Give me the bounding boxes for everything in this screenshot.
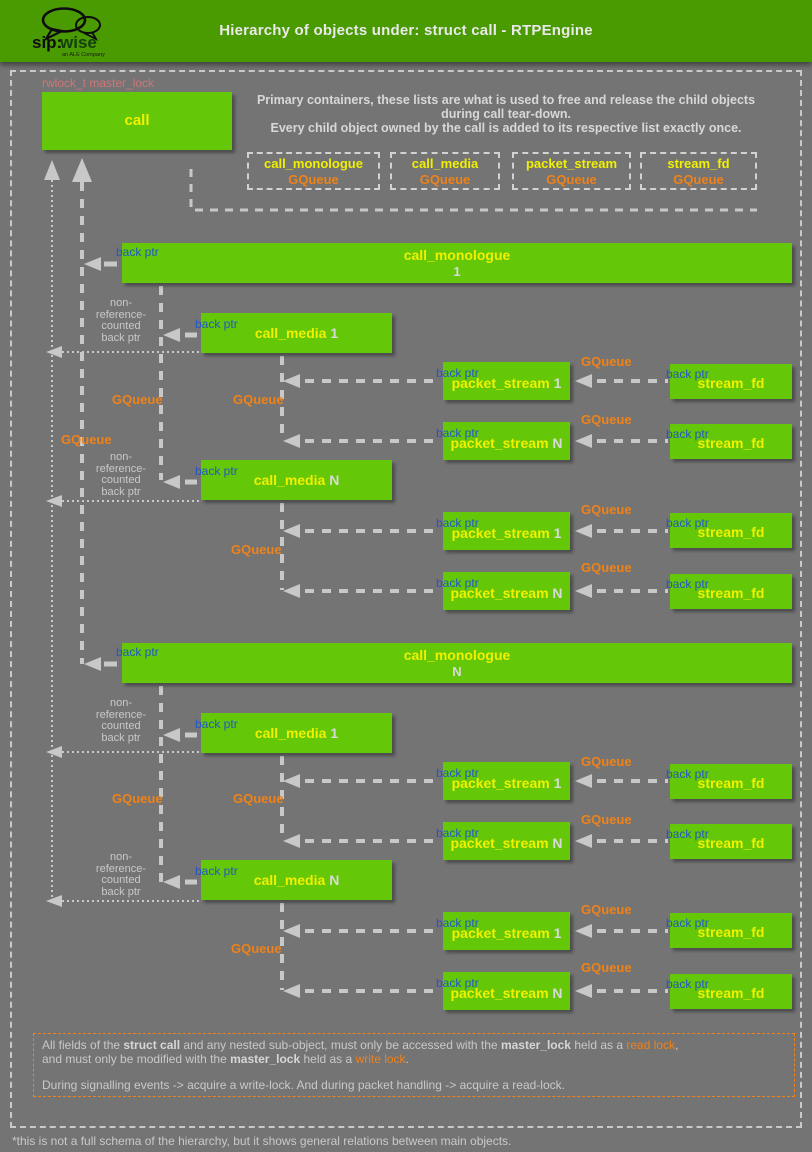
lock-note-box: All fields of the struct call and any ne… xyxy=(33,1033,795,1097)
svg-text:sip:: sip: xyxy=(32,33,62,52)
back-ptr-label: back ptr xyxy=(666,916,709,930)
packet-stream-1-box: packet_stream 1 xyxy=(443,762,570,800)
master-lock-label: rwlock_t master_lock xyxy=(42,76,155,90)
gqueue-label: GQueue xyxy=(581,902,632,917)
back-ptr-label: back ptr xyxy=(436,516,479,530)
diagram-frame xyxy=(10,70,802,1128)
call-box: call xyxy=(42,92,232,150)
gqueue-label: GQueue xyxy=(231,542,282,557)
back-ptr-label: back ptr xyxy=(195,864,238,878)
call-media-1-box: call_media 1 xyxy=(201,713,392,753)
packet-stream-1-box: packet_stream 1 xyxy=(443,912,570,950)
back-ptr-label: back ptr xyxy=(436,826,479,840)
stream-fd-box: stream_fd xyxy=(670,364,792,399)
read-lock-link: read lock xyxy=(626,1038,676,1052)
non-ref-back-ptr-label: non- reference- counted back ptr xyxy=(95,851,147,898)
gqueue-label: GQueue xyxy=(581,812,632,827)
gqueue-label: GQueue xyxy=(581,960,632,975)
back-ptr-label: back ptr xyxy=(666,767,709,781)
stream-fd-box: stream_fd xyxy=(670,513,792,548)
back-ptr-label: back ptr xyxy=(666,577,709,591)
queue-container-call-media: call_media GQueue xyxy=(390,152,500,190)
back-ptr-label: back ptr xyxy=(116,645,159,659)
logo-wise-text: wise xyxy=(59,33,97,52)
sipwise-logo: sip: wise an ALE Company xyxy=(22,6,114,63)
packet-stream-1-box: packet_stream 1 xyxy=(443,362,570,400)
speech-bubbles-icon: sip: wise an ALE Company xyxy=(32,7,105,58)
stream-fd-box: stream_fd xyxy=(670,824,792,859)
gqueue-label: GQueue xyxy=(581,354,632,369)
gqueue-label: GQueue xyxy=(581,502,632,517)
stream-fd-box: stream_fd xyxy=(670,974,792,1009)
header-bar: sip: wise an ALE Company Hierarchy of ob… xyxy=(0,0,812,62)
back-ptr-label: back ptr xyxy=(195,317,238,331)
queue-container-call-monologue: call_monologue GQueue xyxy=(247,152,380,190)
back-ptr-label: back ptr xyxy=(436,976,479,990)
write-lock-link: write lock xyxy=(355,1051,406,1066)
back-ptr-label: back ptr xyxy=(436,366,479,380)
packet-stream-1-box: packet_stream 1 xyxy=(443,512,570,550)
gqueue-label: GQueue xyxy=(233,791,284,806)
packet-stream-n-box: packet_stream N xyxy=(443,972,570,1010)
queue-container-stream-fd: stream_fd GQueue xyxy=(640,152,757,190)
gqueue-label: GQueue xyxy=(581,754,632,769)
logo-tagline-text: an ALE Company xyxy=(62,52,105,58)
packet-stream-n-box: packet_stream N xyxy=(443,822,570,860)
svg-text:wise: wise xyxy=(59,33,97,52)
back-ptr-label: back ptr xyxy=(195,464,238,478)
back-ptr-label: back ptr xyxy=(436,766,479,780)
gqueue-label: GQueue xyxy=(581,412,632,427)
back-ptr-label: back ptr xyxy=(436,426,479,440)
lock-note-line-2: and must only be modified with the maste… xyxy=(42,1051,409,1066)
call-monologue-1-box: call_monologue 1 xyxy=(122,243,792,283)
logo-sip-text: sip: xyxy=(32,33,62,52)
call-media-n-box: call_media N xyxy=(201,460,392,500)
lock-note-line-1: All fields of the struct call and any ne… xyxy=(42,1038,679,1052)
gqueue-label: GQueue xyxy=(233,392,284,407)
back-ptr-label: back ptr xyxy=(195,717,238,731)
non-ref-back-ptr-label: non- reference- counted back ptr xyxy=(95,451,147,498)
gqueue-label: GQueue xyxy=(112,791,163,806)
page-title: Hierarchy of objects under: struct call … xyxy=(219,22,593,39)
stream-fd-box: stream_fd xyxy=(670,574,792,609)
primary-containers-note: Primary containers, these lists are what… xyxy=(256,93,756,135)
call-monologue-n-box: call_monologue N xyxy=(122,643,792,683)
stream-fd-box: stream_fd xyxy=(670,424,792,459)
call-media-n-box: call_media N xyxy=(201,860,392,900)
back-ptr-label: back ptr xyxy=(666,516,709,530)
lock-note-line-3: During signalling events -> acquire a wr… xyxy=(42,1078,565,1092)
svg-text:an ALE Company: an ALE Company xyxy=(62,52,105,58)
back-ptr-label: back ptr xyxy=(666,367,709,381)
back-ptr-label: back ptr xyxy=(116,245,159,259)
packet-stream-n-box: packet_stream N xyxy=(443,572,570,610)
call-media-1-box: call_media 1 xyxy=(201,313,392,353)
gqueue-label: GQueue xyxy=(112,392,163,407)
queue-container-packet-stream: packet_stream GQueue xyxy=(512,152,631,190)
stream-fd-box: stream_fd xyxy=(670,764,792,799)
non-ref-back-ptr-label: non- reference- counted back ptr xyxy=(95,297,147,344)
back-ptr-label: back ptr xyxy=(436,576,479,590)
gqueue-label: GQueue xyxy=(61,432,112,447)
back-ptr-label: back ptr xyxy=(666,427,709,441)
back-ptr-label: back ptr xyxy=(436,916,479,930)
non-ref-back-ptr-label: non- reference- counted back ptr xyxy=(95,697,147,744)
footnote: *this is not a full schema of the hierar… xyxy=(12,1134,512,1148)
back-ptr-label: back ptr xyxy=(666,977,709,991)
back-ptr-label: back ptr xyxy=(666,827,709,841)
gqueue-label: GQueue xyxy=(581,560,632,575)
stream-fd-box: stream_fd xyxy=(670,913,792,948)
packet-stream-n-box: packet_stream N xyxy=(443,422,570,460)
gqueue-label: GQueue xyxy=(231,941,282,956)
